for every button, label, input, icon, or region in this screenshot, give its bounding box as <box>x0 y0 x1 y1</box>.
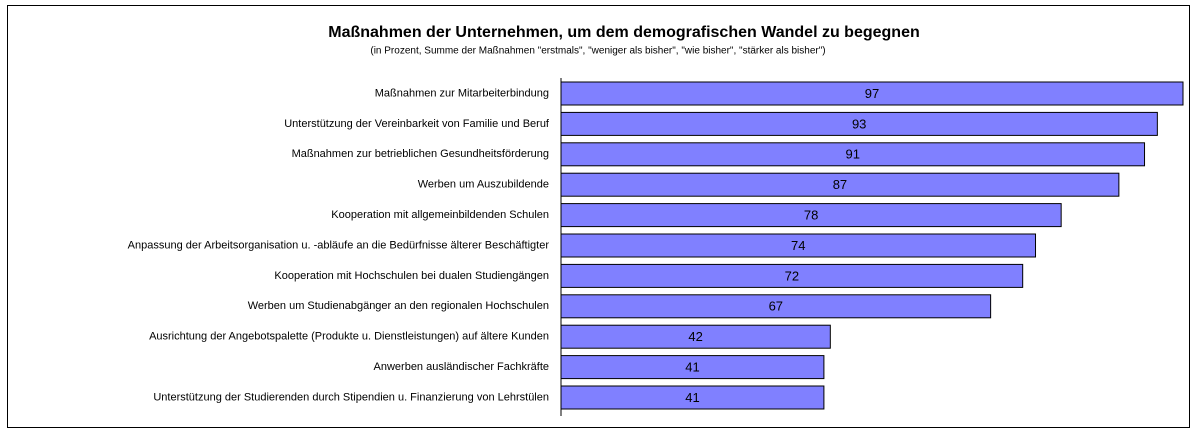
bar <box>560 385 825 410</box>
category-label: Maßnahmen zur Mitarbeiterbindung <box>375 87 549 99</box>
category-label: Werben um Studienabgänger an den regiona… <box>248 300 549 312</box>
category-label: Unterstützung der Vereinbarkeit von Fami… <box>284 118 550 130</box>
value-label: 78 <box>804 208 818 223</box>
bar <box>560 111 1158 136</box>
chart-subtitle: (in Prozent, Summe der Maßnahmen "erstma… <box>370 46 825 57</box>
value-label: 41 <box>685 360 699 375</box>
value-label: 72 <box>785 268 799 283</box>
bar <box>560 324 831 349</box>
value-label: 87 <box>833 177 847 192</box>
value-label: 97 <box>865 86 879 101</box>
category-label: Anwerben ausländischer Fachkräfte <box>374 361 549 373</box>
chart-title: Maßnahmen der Unternehmen, um dem demogr… <box>328 24 920 41</box>
category-label: Ausrichtung der Angebotspalette (Produkt… <box>149 331 549 343</box>
category-label: Kooperation mit Hochschulen bei dualen S… <box>274 270 549 282</box>
bar <box>560 81 1184 106</box>
value-label: 42 <box>688 329 702 344</box>
bar <box>560 203 1062 228</box>
value-label: 74 <box>791 238 805 253</box>
category-label: Werben um Auszubildende <box>418 179 549 191</box>
value-label: 93 <box>852 116 866 131</box>
bar <box>560 142 1146 167</box>
bar <box>560 294 992 319</box>
bar <box>560 233 1037 258</box>
value-label: 41 <box>685 390 699 405</box>
bar <box>560 172 1120 197</box>
category-label: Kooperation mit allgemeinbildenden Schul… <box>331 209 549 221</box>
value-label: 91 <box>846 147 860 162</box>
bar <box>560 355 825 380</box>
value-label: 67 <box>769 299 783 314</box>
category-label: Unterstützung der Studierenden durch Sti… <box>153 391 549 403</box>
bar <box>560 263 1024 288</box>
category-label: Maßnahmen zur betrieblichen Gesundheitsf… <box>292 148 549 160</box>
category-label: Anpassung der Arbeitsorganisation u. -ab… <box>128 239 550 251</box>
